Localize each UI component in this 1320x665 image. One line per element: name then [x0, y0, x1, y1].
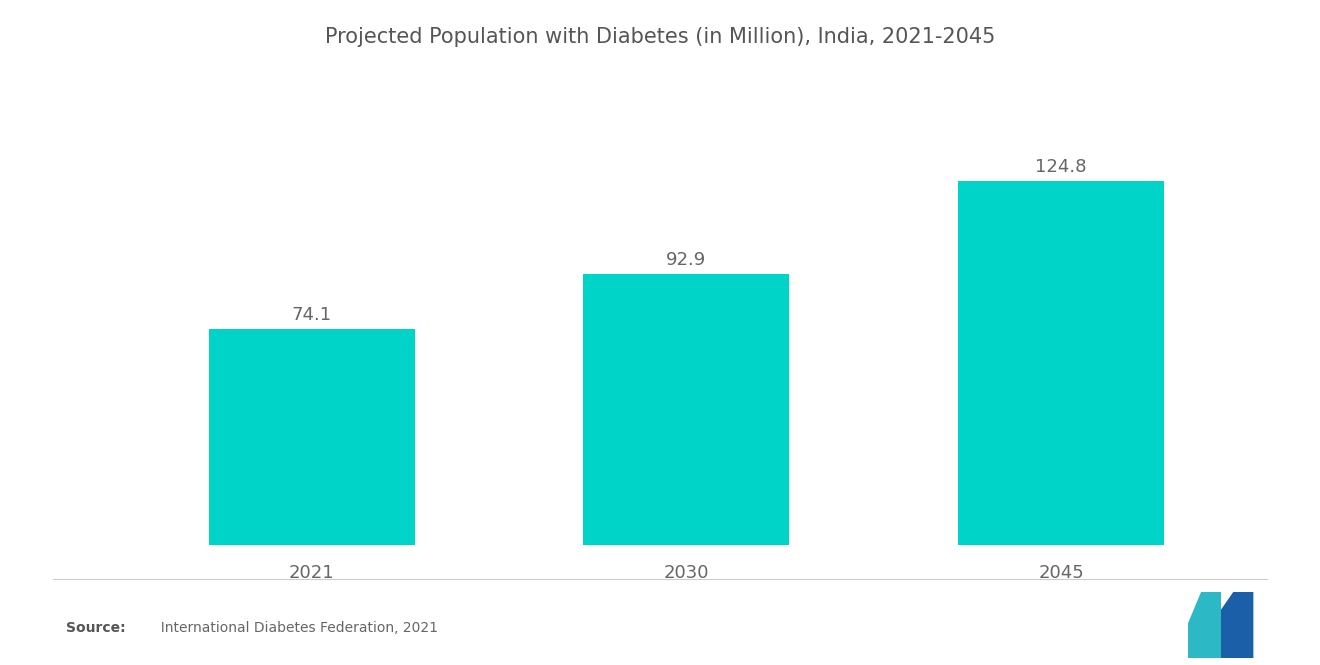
- Bar: [209, 329, 414, 545]
- Text: 92.9: 92.9: [667, 251, 706, 269]
- Text: 74.1: 74.1: [292, 306, 331, 324]
- Bar: [583, 274, 789, 545]
- Bar: [958, 181, 1164, 545]
- Text: Source:: Source:: [66, 621, 125, 636]
- Polygon shape: [1188, 592, 1220, 658]
- Text: Projected Population with Diabetes (in Million), India, 2021-2045: Projected Population with Diabetes (in M…: [325, 27, 995, 47]
- Text: International Diabetes Federation, 2021: International Diabetes Federation, 2021: [152, 621, 438, 636]
- Polygon shape: [1212, 592, 1253, 658]
- Text: 124.8: 124.8: [1035, 158, 1086, 176]
